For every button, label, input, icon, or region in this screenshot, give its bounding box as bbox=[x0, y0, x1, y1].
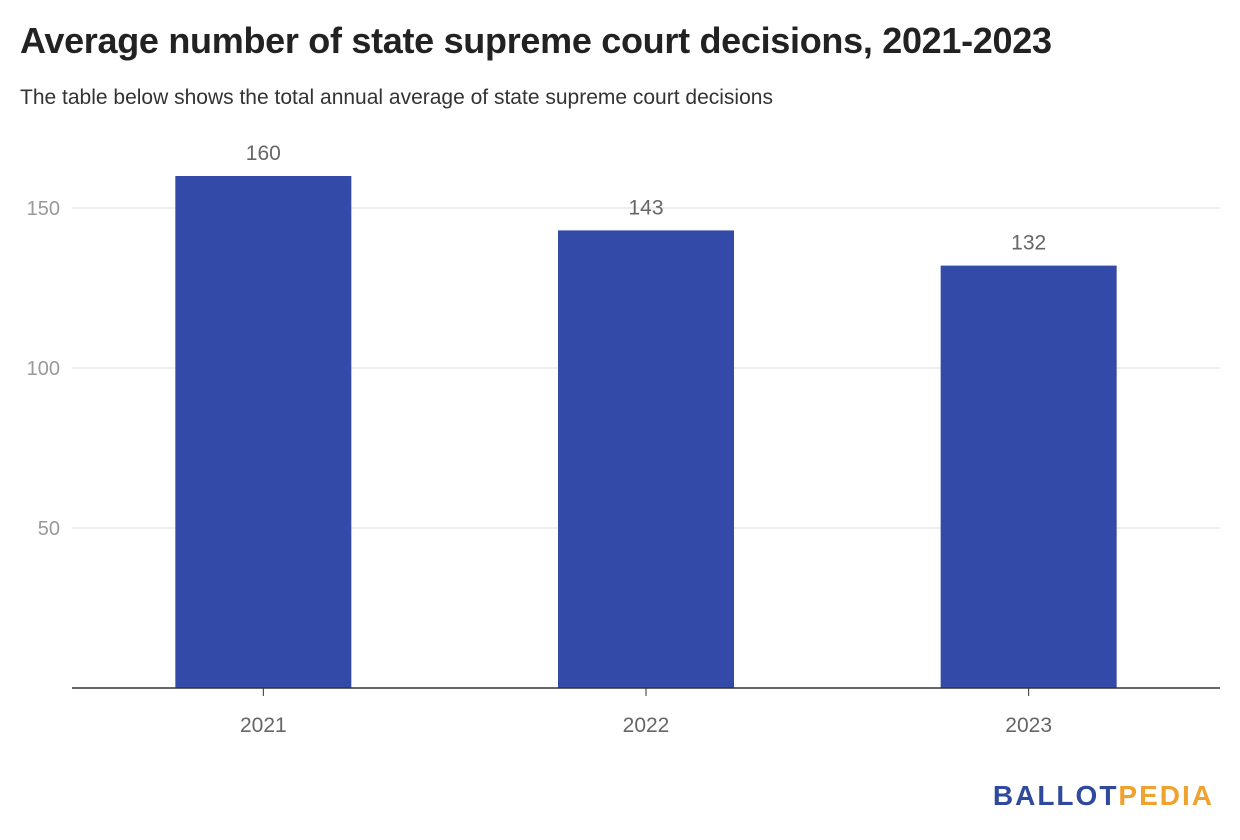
data-label-2022: 143 bbox=[628, 196, 663, 219]
x-tick-label-2022: 2022 bbox=[623, 714, 670, 737]
y-tick-label-50: 50 bbox=[38, 518, 60, 540]
bar-2023 bbox=[940, 265, 1117, 688]
logo-part-pedia: PEDIA bbox=[1118, 780, 1214, 811]
logo-part-ballot: BALLOT bbox=[992, 780, 1119, 811]
bar-chart: 50 100 150 160 2021 143 2022 132 2023 bbox=[27, 142, 1220, 737]
data-label-2021: 160 bbox=[246, 142, 281, 165]
y-tick-label-100: 100 bbox=[27, 358, 60, 380]
chart-subtitle: The table below shows the total annual a… bbox=[20, 86, 773, 109]
data-label-2023: 132 bbox=[1011, 232, 1046, 255]
chart-title: Average number of state supreme court de… bbox=[20, 20, 1052, 61]
x-tick-label-2021: 2021 bbox=[240, 714, 287, 737]
ballotpedia-logo: BALLOTPEDIA bbox=[993, 780, 1214, 812]
y-tick-label-150: 150 bbox=[27, 198, 60, 220]
bar-2022 bbox=[558, 230, 734, 688]
x-tick-label-2023: 2023 bbox=[1005, 714, 1052, 737]
bar-2021 bbox=[175, 176, 352, 688]
